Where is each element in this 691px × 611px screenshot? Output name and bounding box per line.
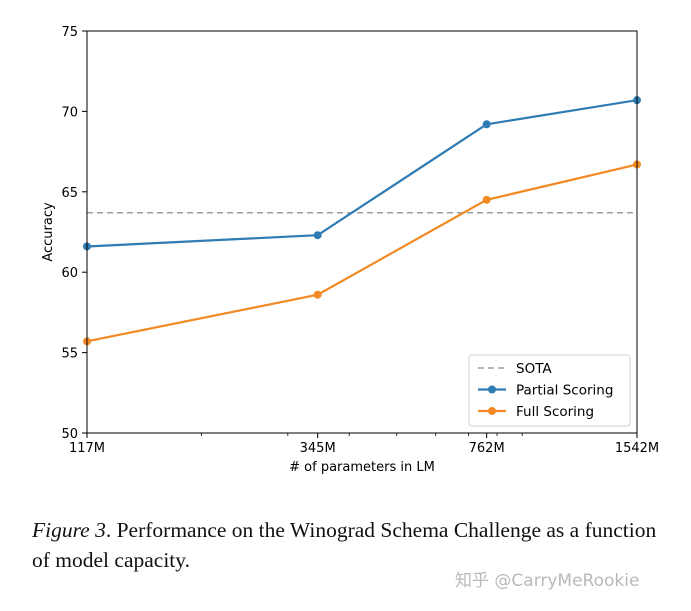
data-point bbox=[482, 120, 491, 129]
legend: SOTA Partial Scoring Full Scoring bbox=[468, 354, 631, 427]
legend-marker bbox=[488, 407, 496, 415]
series-layer bbox=[83, 96, 641, 346]
accuracy-vs-parameters-chart: 50 55 60 65 70 75 117M 345M 762M 1542M # of para… bbox=[41, 25, 659, 475]
y-axis-ticks: 50 55 60 65 70 75 bbox=[61, 25, 87, 442]
caption-text: . Performance on the Winograd Schema Cha… bbox=[32, 518, 657, 572]
y-tick-label: 65 bbox=[61, 186, 78, 201]
x-tick-label: 1542M bbox=[615, 441, 659, 456]
y-tick-label: 55 bbox=[61, 347, 78, 362]
y-tick-label: 75 bbox=[61, 25, 78, 40]
data-point bbox=[482, 195, 491, 204]
x-axis-ticks: 117M 345M 762M 1542M bbox=[69, 433, 659, 456]
y-tick-label: 50 bbox=[61, 427, 78, 442]
data-point bbox=[313, 290, 322, 299]
legend-label: Full Scoring bbox=[516, 404, 594, 420]
x-tick-label: 117M bbox=[69, 441, 105, 456]
legend-label: Partial Scoring bbox=[516, 383, 613, 399]
x-tick-label: 762M bbox=[469, 441, 505, 456]
caption-lead: Figure 3 bbox=[32, 518, 106, 542]
y-axis-label: Accuracy bbox=[41, 202, 56, 262]
x-tick-label: 345M bbox=[300, 441, 336, 456]
watermark: 知乎 @CarryMeRookie bbox=[455, 571, 640, 591]
data-point bbox=[313, 231, 322, 240]
legend-label: SOTA bbox=[516, 361, 552, 377]
series-line-partial-scoring bbox=[86, 99, 638, 248]
x-axis-label: # of parameters in LM bbox=[289, 460, 435, 475]
figure-caption: Figure 3. Performance on the Winograd Sc… bbox=[32, 515, 672, 575]
legend-marker bbox=[488, 385, 496, 394]
y-tick-label: 60 bbox=[61, 266, 78, 281]
legend-box bbox=[468, 354, 631, 427]
plot-frame bbox=[86, 30, 638, 434]
series-line-full-scoring bbox=[86, 163, 638, 343]
y-tick-label: 70 bbox=[61, 105, 78, 120]
